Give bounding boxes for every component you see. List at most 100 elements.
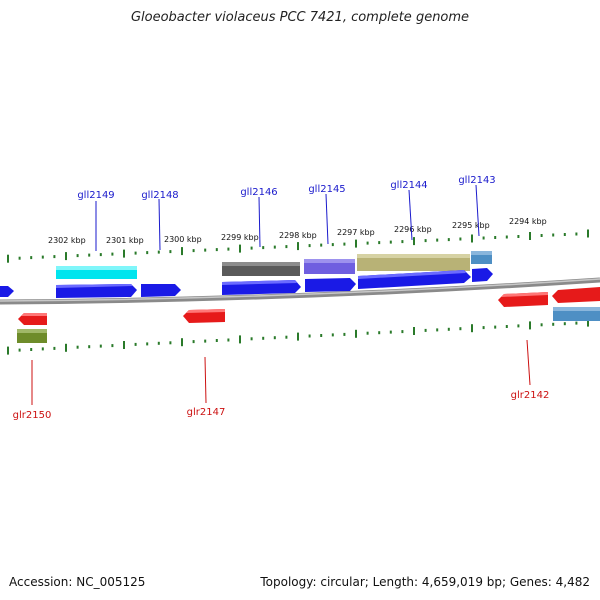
minor-tick xyxy=(575,232,578,236)
minor-tick xyxy=(331,333,334,337)
major-tick xyxy=(123,249,125,258)
tick-label: 2296 kbp xyxy=(394,225,432,234)
minor-tick xyxy=(41,347,44,351)
minor-tick xyxy=(273,336,276,340)
tick-label: 2298 kbp xyxy=(279,231,317,240)
major-tick xyxy=(181,247,183,256)
tick-label: 2295 kbp xyxy=(452,221,490,230)
tick-label: 2294 kbp xyxy=(509,217,547,226)
minor-tick xyxy=(494,325,497,329)
major-tick xyxy=(355,239,357,248)
minor-tick xyxy=(378,331,381,335)
tick-row-lower xyxy=(7,318,589,355)
minor-tick xyxy=(482,236,485,240)
minor-tick xyxy=(285,335,288,339)
major-tick xyxy=(471,324,473,333)
gene-label[interactable]: gll2146 xyxy=(240,187,277,198)
minor-tick xyxy=(192,249,195,253)
minor-tick xyxy=(111,252,114,256)
minor-tick xyxy=(18,256,21,260)
feature-block-khaki[interactable] xyxy=(357,254,470,271)
major-tick xyxy=(297,242,299,251)
minor-tick xyxy=(505,325,508,328)
minor-tick xyxy=(320,243,323,247)
minor-tick xyxy=(331,243,334,247)
minor-tick xyxy=(215,339,218,342)
minor-tick xyxy=(459,327,462,331)
lower-feature-track xyxy=(17,307,600,343)
minor-tick xyxy=(308,334,311,338)
gene-label[interactable]: gll2143 xyxy=(458,175,495,186)
minor-tick xyxy=(53,346,56,350)
gene-label[interactable]: glr2147 xyxy=(187,407,226,418)
major-tick xyxy=(7,254,9,263)
gene-arrow-red[interactable] xyxy=(552,287,600,303)
major-tick xyxy=(355,329,357,338)
minor-tick xyxy=(250,337,253,341)
gene-label[interactable]: gll2148 xyxy=(141,190,178,201)
minor-tick xyxy=(389,330,392,334)
tick-label: 2299 kbp xyxy=(221,233,259,242)
minor-tick xyxy=(424,328,427,332)
minor-tick xyxy=(215,248,218,252)
minor-tick xyxy=(517,235,520,238)
major-tick xyxy=(239,335,241,344)
minor-tick xyxy=(320,334,323,337)
minor-tick xyxy=(18,348,21,352)
minor-tick xyxy=(563,233,566,236)
minor-tick xyxy=(540,323,543,327)
gene-arrow-blue[interactable] xyxy=(472,268,493,282)
gene-arrow-blue[interactable] xyxy=(0,286,14,297)
minor-tick xyxy=(552,233,555,237)
gene-label[interactable]: gll2149 xyxy=(77,190,114,201)
minor-tick xyxy=(76,254,79,258)
major-tick xyxy=(413,327,415,335)
minor-tick xyxy=(204,248,207,252)
minor-tick xyxy=(447,238,450,242)
upper-gene-labels: gll2149 gll2148 gll2146 gll2145 gll2144 … xyxy=(77,175,495,201)
gene-label[interactable]: gll2144 xyxy=(390,180,427,191)
minor-tick xyxy=(111,344,114,348)
minor-tick xyxy=(88,345,91,349)
upper-feature-track xyxy=(56,251,492,279)
accession-label: Accession: NC_005125 xyxy=(9,575,146,589)
minor-tick xyxy=(424,239,427,243)
major-tick xyxy=(471,234,473,243)
genome-backbone xyxy=(0,277,600,305)
minor-tick xyxy=(401,240,404,244)
minor-tick xyxy=(552,322,555,326)
label-leaders xyxy=(31,184,531,405)
topology-summary: Topology: circular; Length: 4,659,019 bp… xyxy=(260,575,590,589)
minor-tick xyxy=(76,345,79,349)
minor-tick xyxy=(505,235,508,239)
lower-gene-labels: glr2150 glr2147 glr2142 xyxy=(13,390,550,421)
minor-tick xyxy=(30,348,33,351)
minor-tick xyxy=(134,342,137,346)
major-tick xyxy=(529,232,531,240)
minor-tick xyxy=(99,344,102,348)
gene-label[interactable]: glr2142 xyxy=(511,390,550,401)
minor-tick xyxy=(273,245,276,249)
gene-arrow-blue[interactable] xyxy=(141,284,181,297)
major-tick xyxy=(297,332,299,341)
minor-tick xyxy=(157,250,160,254)
major-tick xyxy=(65,343,67,352)
minor-tick xyxy=(401,330,404,334)
gene-label[interactable]: gll2145 xyxy=(308,184,345,195)
minor-tick xyxy=(482,326,485,330)
gene-arrow-blue[interactable] xyxy=(56,284,137,298)
minor-tick xyxy=(285,245,288,249)
major-tick xyxy=(7,346,9,355)
gene-label[interactable]: glr2150 xyxy=(13,410,52,421)
minor-tick xyxy=(436,328,439,332)
minor-tick xyxy=(447,327,450,331)
gene-arrow-blue[interactable] xyxy=(305,278,356,292)
tick-label: 2297 kbp xyxy=(337,228,375,237)
minor-tick xyxy=(540,234,543,237)
minor-tick xyxy=(169,250,172,254)
minor-tick xyxy=(99,253,102,257)
minor-tick xyxy=(146,342,149,346)
major-tick xyxy=(65,252,67,261)
